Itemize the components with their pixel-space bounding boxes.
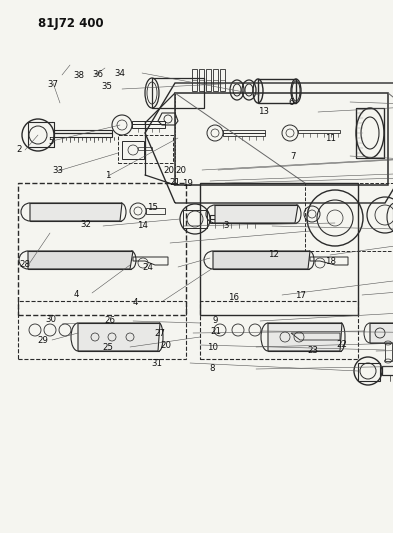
Bar [199,69,204,91]
Text: 2: 2 [16,145,22,154]
Bar [220,69,225,91]
Text: 28: 28 [19,260,30,269]
Bar [192,69,197,91]
Text: 26: 26 [105,317,116,325]
Text: 20: 20 [160,341,171,350]
Text: 29: 29 [38,336,49,344]
Text: 32: 32 [80,221,91,229]
Text: 38: 38 [73,71,84,80]
Text: 22: 22 [336,340,347,349]
Bar [152,78,204,108]
Text: 8: 8 [209,365,215,373]
Bar [200,301,358,359]
Bar [183,210,207,228]
Text: 19: 19 [182,179,193,188]
Text: 20: 20 [175,166,186,175]
Polygon shape [30,203,122,221]
Text: 35: 35 [101,82,112,91]
Text: 18: 18 [325,257,336,265]
Text: 24: 24 [142,263,153,272]
Bar [18,183,186,315]
Text: 20: 20 [163,166,174,175]
Text: 15: 15 [147,204,158,212]
Text: 11: 11 [325,134,336,143]
Bar [18,301,186,359]
Bar [200,183,358,315]
Text: 6: 6 [288,98,294,107]
Text: 7: 7 [290,152,296,161]
Text: 10: 10 [207,343,218,352]
Text: 1: 1 [105,172,111,180]
Polygon shape [78,323,160,351]
Text: 9: 9 [213,317,218,325]
Text: 16: 16 [228,293,239,302]
Text: 14: 14 [137,222,148,230]
Text: 34: 34 [114,69,125,78]
Bar [122,141,144,159]
Text: 3: 3 [223,222,229,230]
Bar [358,363,380,381]
Text: 30: 30 [46,316,57,324]
Text: 36: 36 [93,70,104,79]
Text: 33: 33 [53,166,64,175]
Text: 81J72 400: 81J72 400 [38,17,104,30]
Polygon shape [370,323,393,343]
Bar [206,69,211,91]
Text: 12: 12 [268,251,279,259]
Polygon shape [215,205,298,223]
Bar [258,79,296,103]
Polygon shape [268,323,342,351]
Text: 5: 5 [48,137,54,146]
Text: 21: 21 [169,178,180,187]
Text: 4: 4 [133,298,138,307]
Bar [118,135,173,163]
Bar [305,183,393,251]
Polygon shape [213,251,310,269]
Text: 31: 31 [152,359,163,368]
Bar [385,343,392,361]
Text: 25: 25 [103,343,114,352]
Bar [356,108,384,158]
Text: 4: 4 [74,290,79,298]
Text: 13: 13 [258,108,269,116]
Bar [213,69,218,91]
Polygon shape [28,251,133,269]
Text: 23: 23 [307,346,318,355]
Text: 17: 17 [295,291,306,300]
Text: 27: 27 [155,329,166,338]
Bar [28,122,54,147]
Text: 21: 21 [210,327,221,336]
Text: 37: 37 [48,80,59,88]
